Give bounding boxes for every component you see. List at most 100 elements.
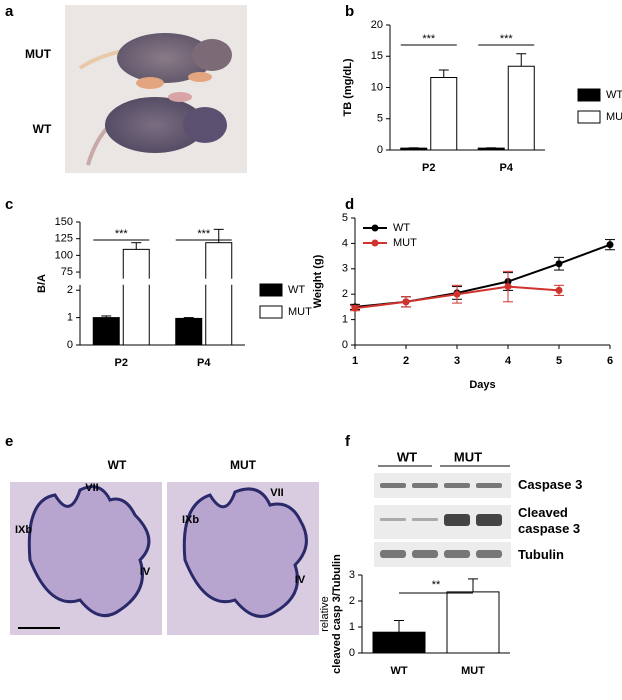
mouse-head: [192, 39, 232, 71]
y-tick-label: 125: [55, 233, 73, 245]
y-tick-label: 4: [342, 237, 348, 249]
photo-label: WT: [33, 122, 52, 136]
lobule-label: VII: [85, 482, 98, 494]
y-tick-label: 100: [55, 249, 73, 261]
legend-swatch: [577, 88, 601, 102]
panel-letter: c: [5, 196, 13, 213]
legend-swatch: [259, 283, 283, 297]
significance-label: ***: [422, 33, 436, 45]
histology-title: MUT: [230, 458, 257, 472]
legend-swatch: [259, 305, 283, 319]
x-tick-label: 2: [403, 355, 409, 367]
lobule-label: IV: [295, 574, 306, 586]
bar: [430, 77, 458, 151]
paw: [168, 92, 192, 102]
panel-letter: f: [345, 433, 351, 450]
legend-swatch: [577, 110, 601, 124]
y-tick-label: 3: [342, 263, 348, 275]
y-tick-label: 1: [349, 621, 355, 633]
band-label: Tubulin: [518, 547, 564, 562]
histology-title: WT: [108, 458, 127, 472]
y-tick-label: 5: [342, 212, 348, 224]
significance-label: **: [432, 579, 441, 591]
bar: [477, 147, 505, 151]
point: [555, 260, 563, 268]
y-tick-label: 1: [342, 314, 348, 326]
legend-label: WT: [288, 284, 305, 296]
y-tick-label: 150: [55, 216, 73, 228]
band-label: Cleaved caspase 3: [518, 505, 581, 536]
blot-group: WT: [397, 449, 417, 464]
point: [453, 290, 461, 298]
bands: [380, 483, 502, 558]
y-axis-label: Weight (g): [312, 254, 324, 308]
y-tick-label: 2: [349, 595, 355, 607]
point: [606, 241, 614, 249]
legend-label: MUT: [288, 306, 312, 318]
y-tick-label: 10: [371, 81, 383, 93]
lobule-label: IXb: [182, 514, 199, 526]
y-tick-label: 20: [371, 19, 383, 31]
x-tick-label: MUT: [461, 665, 485, 677]
cerebellum: [182, 487, 308, 618]
band-label: Caspase 3: [518, 477, 583, 492]
y-tick-label: 2: [342, 288, 348, 300]
paw: [188, 72, 212, 82]
bar: [400, 147, 428, 151]
y-axis-label: cleaved casp 3/Tubulin: [331, 554, 343, 674]
legend-marker: [371, 239, 379, 247]
y-tick-label: 1: [67, 312, 73, 324]
point: [504, 283, 512, 291]
legend-label: MUT: [606, 111, 622, 123]
x-axis-label: Days: [469, 379, 495, 391]
point: [351, 304, 359, 312]
axis-break: [74, 278, 245, 285]
x-tick-label: P4: [500, 162, 514, 174]
photo-label: MUT: [25, 47, 52, 61]
x-tick-label: WT: [390, 665, 407, 677]
y-tick-label: 15: [371, 50, 383, 62]
mouse: [117, 33, 213, 83]
mouse: [105, 97, 205, 153]
significance-label: ***: [500, 33, 514, 45]
significance-label: ***: [197, 228, 211, 240]
bar: [507, 65, 535, 151]
blot-group: MUT: [454, 449, 482, 464]
lobule-label: IXb: [15, 524, 32, 536]
bar: [205, 242, 233, 346]
y-tick-label: 0: [342, 339, 348, 351]
legend-label: MUT: [393, 237, 417, 249]
x-tick-label: 5: [556, 355, 562, 367]
x-tick-label: P2: [115, 357, 128, 369]
bar: [122, 248, 150, 346]
panel-letter: e: [5, 433, 13, 450]
y-tick-label: 3: [349, 569, 355, 581]
y-axis-label: B/A: [36, 274, 48, 293]
x-tick-label: 1: [352, 355, 358, 367]
panel-letter: d: [345, 196, 354, 213]
bar: [92, 317, 120, 346]
line: [354, 243, 611, 308]
y-tick-label: 0: [349, 647, 355, 659]
y-tick-label: 0: [377, 144, 383, 156]
panel-letter: b: [345, 3, 354, 20]
bar: [372, 631, 426, 654]
bar: [175, 317, 203, 346]
x-tick-label: 4: [505, 355, 512, 367]
lobule-label: IV: [140, 566, 151, 578]
cerebellum: [27, 485, 151, 618]
y-tick-label: 75: [61, 266, 73, 278]
lobule-label: VII: [270, 487, 283, 499]
y-tick-label: 2: [67, 284, 73, 296]
legend-marker: [371, 224, 379, 232]
bar: [446, 591, 500, 654]
x-tick-label: 3: [454, 355, 460, 367]
point: [555, 286, 563, 294]
paw: [136, 77, 164, 89]
x-tick-label: P4: [197, 357, 211, 369]
panel-letter: a: [5, 3, 14, 20]
significance-label: ***: [115, 228, 129, 240]
legend-label: WT: [393, 222, 410, 234]
